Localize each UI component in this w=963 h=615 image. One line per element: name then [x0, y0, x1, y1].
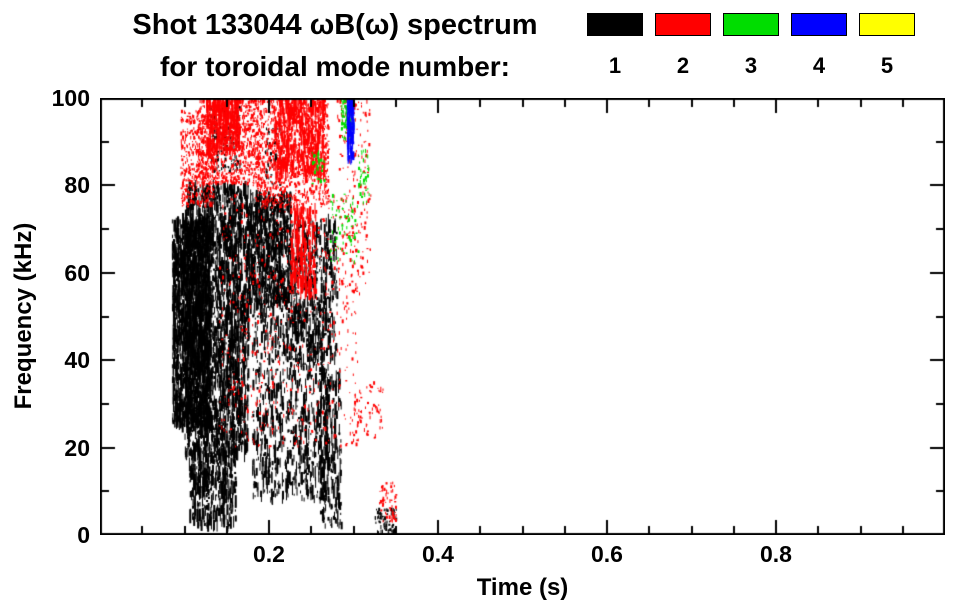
y-tick-label: 60 [64, 259, 90, 286]
x-axis-label: Time (s) [476, 574, 569, 601]
legend-item: 5 [853, 13, 921, 77]
chart-title-line2: for toroidal mode number: [160, 51, 510, 82]
mode-number-legend: 1 2 3 4 5 [581, 13, 921, 77]
legend-item: 1 [581, 13, 649, 77]
legend-label-mode-4: 4 [812, 53, 826, 78]
y-tick-label: 40 [64, 347, 90, 374]
y-tick-label: 20 [64, 434, 90, 461]
legend-swatch-mode-4 [791, 13, 847, 36]
legend-label-mode-2: 2 [676, 53, 690, 78]
y-tick-label: 100 [51, 85, 90, 111]
chart-title-line1: Shot 133044 ωB(ω) spectrum [132, 9, 538, 41]
legend-item: 2 [649, 13, 717, 77]
legend-label-mode-1: 1 [608, 53, 622, 78]
y-tick-label: 80 [64, 172, 90, 199]
legend-swatch-mode-5 [859, 13, 915, 36]
x-tick-label: 0.4 [422, 541, 454, 567]
legend-swatch-mode-2 [655, 13, 711, 36]
spectrum-plot-canvas [100, 98, 945, 535]
legend-swatch-mode-1 [587, 13, 643, 36]
plot-area [100, 98, 945, 535]
y-axis-label: Frequency (kHz) [10, 222, 37, 410]
y-tick-label: 0 [77, 522, 90, 548]
legend-item: 3 [717, 13, 785, 77]
legend-label-mode-5: 5 [880, 53, 894, 78]
x-tick-label: 0.8 [760, 541, 792, 567]
legend-item: 4 [785, 13, 853, 77]
x-tick-label: 0.6 [591, 541, 623, 567]
legend-label-mode-3: 3 [744, 53, 758, 78]
legend-swatch-mode-3 [723, 13, 779, 36]
x-tick-label: 0.2 [253, 541, 285, 567]
